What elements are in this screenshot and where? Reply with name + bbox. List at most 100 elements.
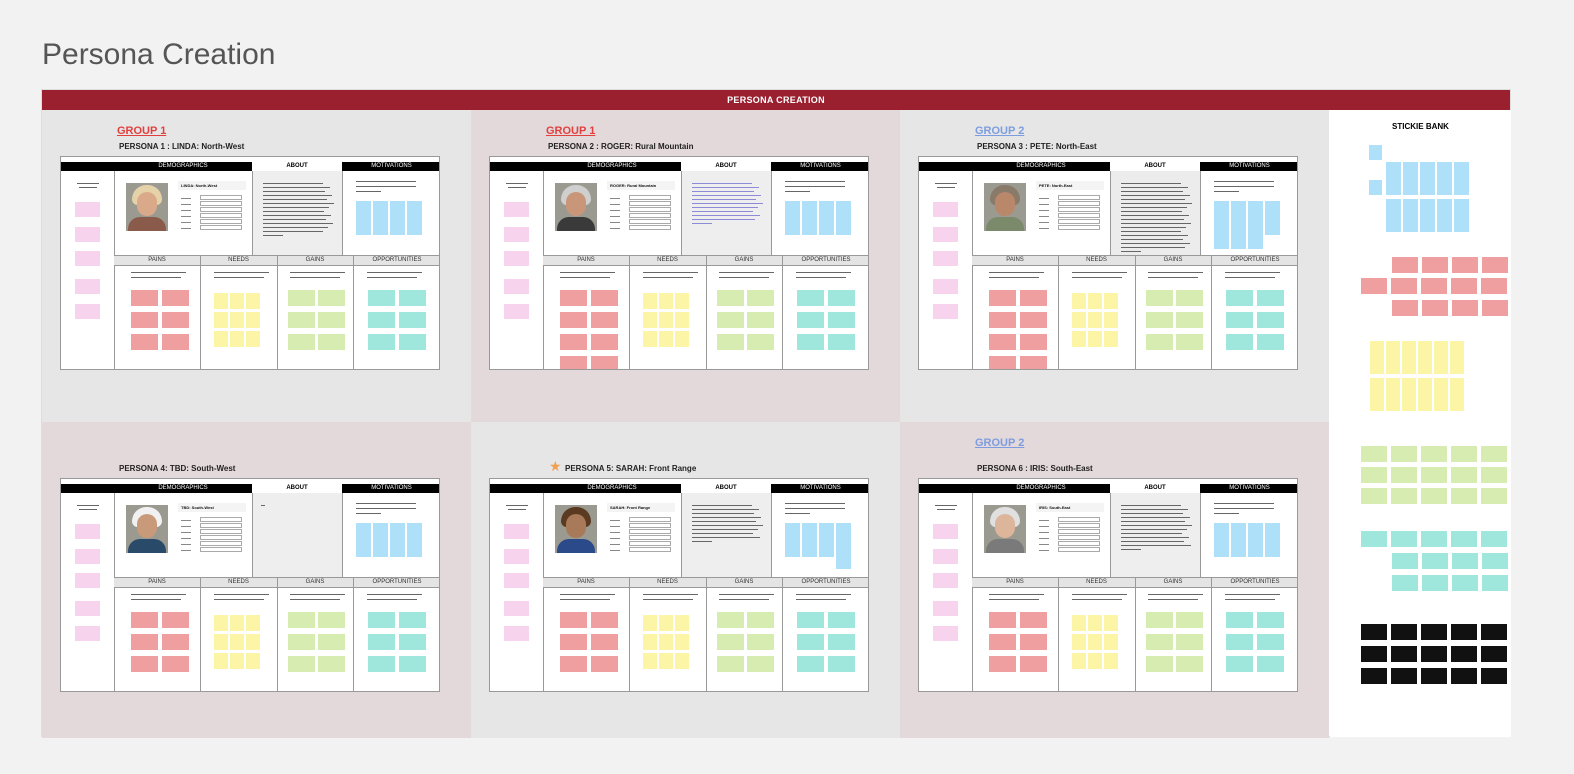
sticky-note[interactable]: [675, 634, 689, 650]
sticky-note[interactable]: [1146, 290, 1173, 306]
sticky-note[interactable]: [504, 549, 529, 564]
sticky-note[interactable]: [659, 634, 673, 650]
sticky-note[interactable]: [747, 312, 774, 328]
sticky-note[interactable]: [399, 634, 426, 650]
sticky-note[interactable]: [246, 615, 260, 631]
sticky-note[interactable]: [933, 601, 958, 616]
sticky-note[interactable]: [989, 312, 1016, 328]
bank-sticky[interactable]: [1421, 668, 1447, 684]
sticky-note[interactable]: [1257, 334, 1284, 350]
bank-sticky[interactable]: [1481, 646, 1507, 662]
bank-sticky[interactable]: [1421, 646, 1447, 662]
bank-sticky[interactable]: [1481, 531, 1507, 547]
bank-sticky[interactable]: [1361, 488, 1387, 504]
sticky-note[interactable]: [675, 653, 689, 669]
sticky-note[interactable]: [797, 290, 824, 306]
bank-sticky[interactable]: [1451, 624, 1477, 640]
sticky-note[interactable]: [828, 634, 855, 650]
sticky-note[interactable]: [368, 290, 395, 306]
sticky-note[interactable]: [1265, 523, 1280, 557]
bank-sticky[interactable]: [1370, 341, 1384, 374]
sticky-note[interactable]: [504, 279, 529, 294]
sticky-note[interactable]: [1176, 334, 1203, 350]
sticky-note[interactable]: [214, 653, 228, 669]
sticky-note[interactable]: [560, 290, 587, 306]
sticky-note[interactable]: [1088, 331, 1102, 347]
sticky-note[interactable]: [288, 334, 315, 350]
sticky-note[interactable]: [591, 334, 618, 350]
sticky-note[interactable]: [1088, 653, 1102, 669]
sticky-note[interactable]: [1020, 334, 1047, 350]
sticky-note[interactable]: [1072, 615, 1086, 631]
sticky-note[interactable]: [1146, 312, 1173, 328]
sticky-note[interactable]: [797, 312, 824, 328]
sticky-note[interactable]: [797, 656, 824, 672]
sticky-note[interactable]: [318, 656, 345, 672]
sticky-note[interactable]: [560, 656, 587, 672]
sticky-note[interactable]: [318, 334, 345, 350]
sticky-note[interactable]: [1146, 334, 1173, 350]
bank-sticky[interactable]: [1422, 257, 1448, 273]
sticky-note[interactable]: [747, 656, 774, 672]
sticky-note[interactable]: [591, 612, 618, 628]
bank-sticky[interactable]: [1437, 199, 1452, 232]
sticky-note[interactable]: [1257, 612, 1284, 628]
bank-sticky[interactable]: [1386, 378, 1400, 411]
sticky-note[interactable]: [1146, 612, 1173, 628]
sticky-note[interactable]: [1176, 312, 1203, 328]
sticky-note[interactable]: [162, 634, 189, 650]
sticky-note[interactable]: [75, 202, 100, 217]
bank-sticky[interactable]: [1418, 378, 1432, 411]
bank-sticky[interactable]: [1361, 646, 1387, 662]
sticky-note[interactable]: [75, 601, 100, 616]
sticky-note[interactable]: [933, 549, 958, 564]
sticky-note[interactable]: [504, 626, 529, 641]
bank-sticky[interactable]: [1451, 668, 1477, 684]
sticky-note[interactable]: [802, 201, 817, 235]
bank-sticky[interactable]: [1421, 467, 1447, 483]
sticky-note[interactable]: [1104, 634, 1118, 650]
sticky-note[interactable]: [1231, 523, 1246, 557]
sticky-note[interactable]: [659, 293, 673, 309]
bank-sticky[interactable]: [1451, 531, 1477, 547]
sticky-note[interactable]: [399, 334, 426, 350]
sticky-note[interactable]: [989, 356, 1016, 369]
sticky-note[interactable]: [318, 290, 345, 306]
bank-sticky[interactable]: [1392, 300, 1418, 316]
sticky-note[interactable]: [214, 634, 228, 650]
bank-sticky[interactable]: [1452, 300, 1478, 316]
sticky-note[interactable]: [75, 549, 100, 564]
sticky-note[interactable]: [1226, 334, 1253, 350]
sticky-note[interactable]: [373, 201, 388, 235]
bank-sticky[interactable]: [1402, 378, 1416, 411]
sticky-note[interactable]: [246, 331, 260, 347]
sticky-note[interactable]: [1088, 615, 1102, 631]
sticky-note[interactable]: [659, 312, 673, 328]
sticky-note[interactable]: [591, 312, 618, 328]
bank-sticky[interactable]: [1481, 668, 1507, 684]
sticky-note[interactable]: [1020, 656, 1047, 672]
sticky-note[interactable]: [989, 612, 1016, 628]
bank-sticky[interactable]: [1422, 575, 1448, 591]
sticky-note[interactable]: [797, 612, 824, 628]
sticky-note[interactable]: [504, 573, 529, 588]
sticky-note[interactable]: [1072, 331, 1086, 347]
sticky-note[interactable]: [1104, 653, 1118, 669]
bank-sticky[interactable]: [1452, 553, 1478, 569]
bank-sticky[interactable]: [1454, 162, 1469, 195]
sticky-note[interactable]: [1214, 523, 1229, 557]
sticky-note[interactable]: [1226, 290, 1253, 306]
bank-sticky[interactable]: [1451, 446, 1477, 462]
bank-sticky[interactable]: [1481, 488, 1507, 504]
sticky-note[interactable]: [230, 653, 244, 669]
sticky-note[interactable]: [591, 634, 618, 650]
sticky-note[interactable]: [1248, 201, 1263, 249]
sticky-note[interactable]: [246, 293, 260, 309]
sticky-note[interactable]: [75, 279, 100, 294]
sticky-note[interactable]: [933, 227, 958, 242]
sticky-note[interactable]: [1072, 653, 1086, 669]
sticky-note[interactable]: [1231, 201, 1246, 249]
sticky-note[interactable]: [1072, 312, 1086, 328]
bank-sticky[interactable]: [1482, 300, 1508, 316]
sticky-note[interactable]: [1020, 356, 1047, 369]
